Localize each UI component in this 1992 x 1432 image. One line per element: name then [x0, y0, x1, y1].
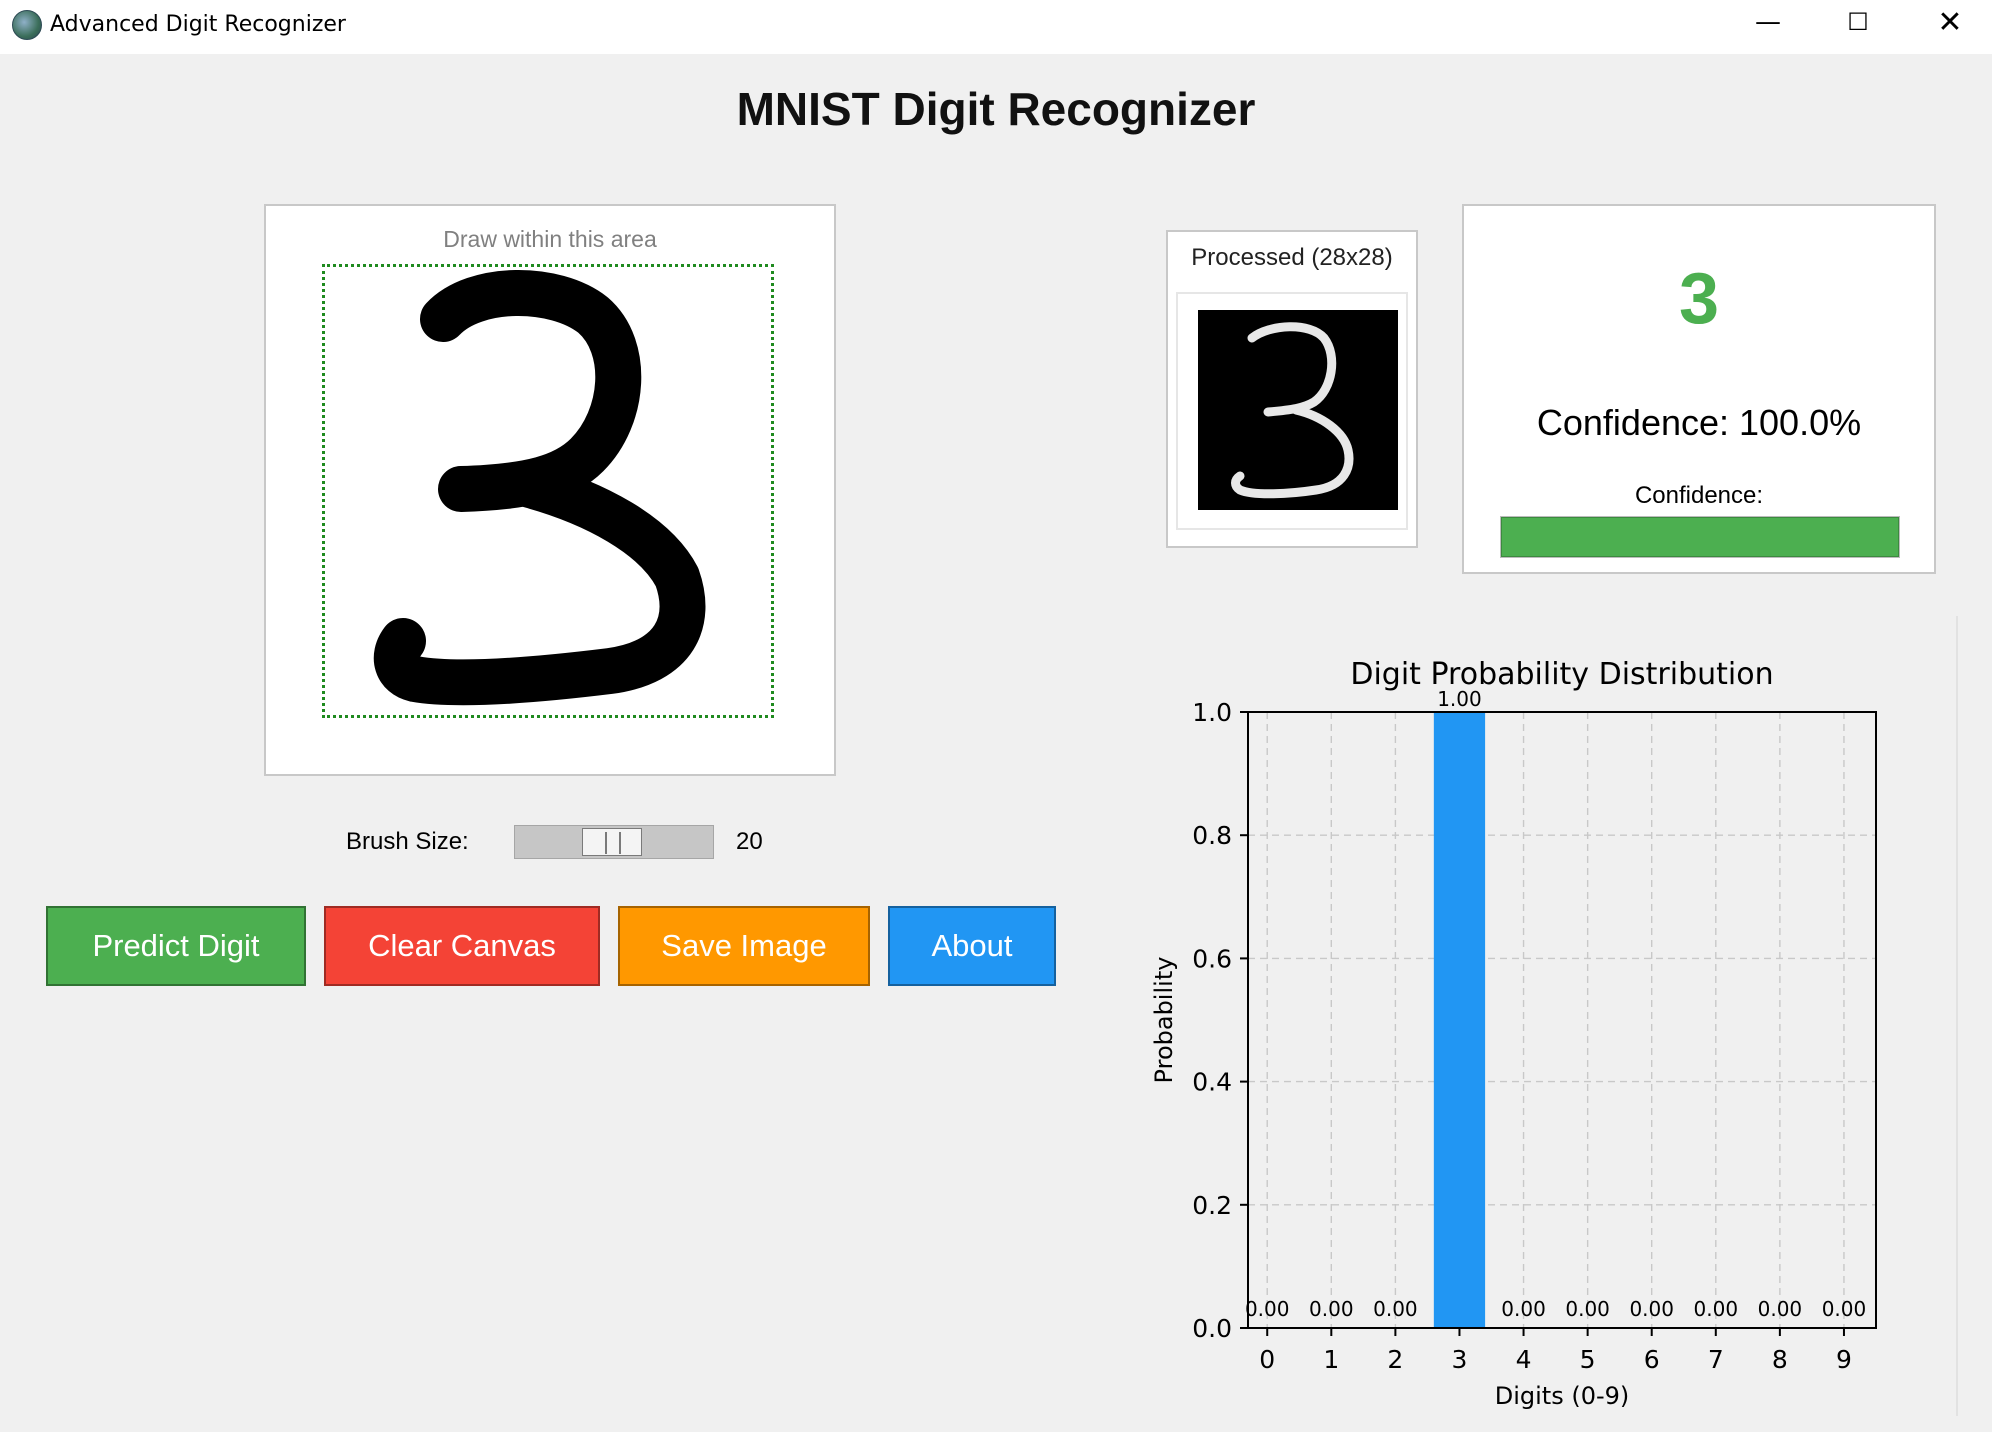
brush-size-slider[interactable] [514, 825, 714, 859]
data-label: 0.00 [1758, 1297, 1803, 1321]
x-axis-label: Digits (0-9) [1495, 1382, 1630, 1410]
about-button[interactable]: About [888, 906, 1056, 986]
page-title: MNIST Digit Recognizer [736, 83, 1256, 135]
drawn-digit-stroke [373, 270, 706, 706]
probability-chart: 0.00.20.40.60.81.00 1 2 3 4 5 6 7 8 90.00 0.00 0.00… [1150, 657, 1877, 1410]
confidence-progress-fill [1501, 517, 1899, 557]
data-label: 1.00 [1437, 687, 1482, 711]
brush-size-value: 20 [736, 828, 763, 855]
data-label: 0.00 [1373, 1297, 1418, 1321]
clear-canvas-button[interactable]: Clear Canvas [324, 906, 600, 986]
x-tick-label: 2 [1387, 1345, 1403, 1374]
y-tick-label: 0.6 [1192, 944, 1232, 973]
data-label: 0.00 [1694, 1297, 1739, 1321]
confidence-bar-label: Confidence: [1634, 482, 1764, 509]
x-tick-label: 7 [1708, 1345, 1724, 1374]
plot-frame [1247, 711, 1877, 1329]
predict-digit-button[interactable]: Predict Digit [46, 906, 306, 986]
window-title: Advanced Digit Recognizer [50, 12, 346, 37]
data-label: 0.00 [1501, 1297, 1546, 1321]
y-tick-label: 0.2 [1192, 1191, 1232, 1220]
x-tick-label: 0 [1259, 1345, 1275, 1374]
processed-image-panel: Processed (28x28) [1166, 230, 1418, 548]
data-label: 0.00 [1245, 1297, 1290, 1321]
brush-size-label: Brush Size: [346, 828, 469, 855]
drawing-hint: Draw within this area [443, 226, 657, 252]
title-bar: Advanced Digit Recognizer — ☐ ✕ [0, 0, 1992, 54]
y-tick-label: 0.4 [1192, 1068, 1232, 1097]
data-label: 0.00 [1565, 1297, 1610, 1321]
x-tick-label: 5 [1580, 1345, 1596, 1374]
brush-size-slider-thumb[interactable] [582, 828, 643, 856]
processed-image-label: Processed (28x28) [1191, 244, 1393, 271]
save-image-button[interactable]: Save Image [618, 906, 870, 986]
processed-image [1198, 310, 1398, 510]
y-tick-label: 0.0 [1192, 1314, 1232, 1343]
data-label: 0.00 [1629, 1297, 1674, 1321]
data-label: 0.00 [1309, 1297, 1354, 1321]
confidence-progress-bar [1500, 516, 1900, 558]
close-button[interactable]: ✕ [1937, 4, 1963, 40]
x-tick-label: 9 [1836, 1345, 1852, 1374]
probability-chart-panel: 0.0 0.2 0.4 0.6 0.8 1.0 0 1 2 3 4 5 6 7 8 9 0.00 0.00 0.00… [1134, 616, 1958, 1416]
x-tick-label: 4 [1516, 1345, 1532, 1374]
x-tick-label: 1 [1323, 1345, 1339, 1374]
x-tick-label: 8 [1772, 1345, 1788, 1374]
x-tick-label: 6 [1644, 1345, 1660, 1374]
bar-digit-3 [1433, 712, 1486, 1328]
y-axis-label: Probability [1150, 957, 1178, 1084]
drawing-canvas-panel: Draw within this area [264, 204, 836, 776]
drawing-canvas[interactable] [322, 264, 774, 718]
maximize-button[interactable]: ☐ [1847, 8, 1869, 36]
y-tick-label: 0.8 [1192, 821, 1232, 850]
processed-digit-stroke [1231, 322, 1354, 499]
y-tick-label: 1.0 [1192, 698, 1232, 727]
chart-title: Digit Probability Distribution [1350, 657, 1773, 692]
x-tick-label: 3 [1452, 1345, 1468, 1374]
prediction-result-panel: 3 Confidence: 100.0% Confidence: [1462, 204, 1936, 574]
app-icon [12, 10, 42, 40]
data-label: 0.00 [1822, 1297, 1867, 1321]
predicted-digit: 3 [1678, 259, 1720, 339]
confidence-text: Confidence: 100.0% [1536, 402, 1862, 443]
minimize-button[interactable]: — [1755, 7, 1781, 37]
processed-image-frame [1176, 292, 1408, 530]
